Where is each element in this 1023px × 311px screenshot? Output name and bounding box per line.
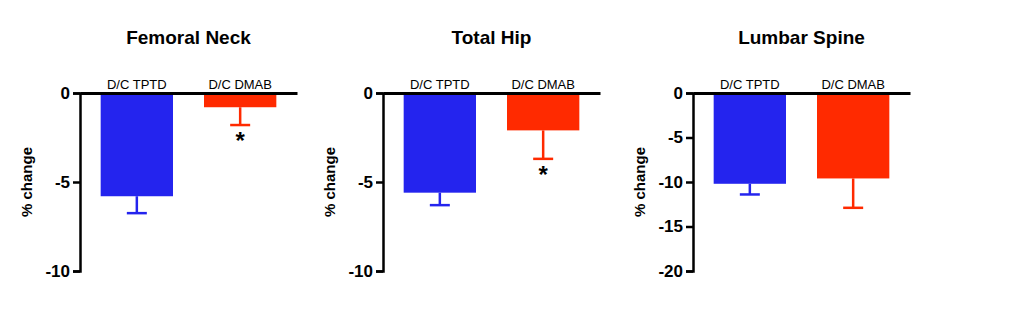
error-bar bbox=[533, 130, 553, 158]
marks bbox=[101, 93, 277, 213]
error-cap bbox=[430, 204, 450, 207]
title: Femoral Neck bbox=[126, 27, 251, 48]
error-bar bbox=[843, 178, 863, 207]
error-bar bbox=[127, 196, 147, 213]
marks bbox=[404, 93, 580, 205]
axis-line bbox=[376, 94, 384, 272]
tick-mark bbox=[686, 181, 693, 184]
tick-label: -5 bbox=[668, 128, 683, 147]
tick-label: -15 bbox=[658, 217, 683, 236]
panel: -10 -5 0 D/C TPTD D/C DMAB * bbox=[45, 77, 297, 281]
tick-label: -10 bbox=[348, 262, 373, 281]
tick: D/C TPTD bbox=[107, 77, 167, 93]
tick: -5 bbox=[668, 128, 693, 147]
error-cap bbox=[533, 158, 553, 161]
y-axis: -10 -5 0 bbox=[348, 84, 383, 281]
axis-title: % change bbox=[321, 147, 338, 217]
tick-mark bbox=[686, 92, 693, 95]
bar bbox=[101, 93, 173, 196]
tick: -10 bbox=[348, 262, 383, 281]
tick: -5 bbox=[358, 173, 383, 192]
tick: D/C DMAB bbox=[511, 77, 575, 93]
tick-label: D/C TPTD bbox=[720, 77, 780, 92]
axis-line bbox=[73, 94, 81, 272]
tick: -20 bbox=[658, 262, 693, 281]
y-axis: -10 -5 0 bbox=[45, 84, 80, 281]
tick-mark bbox=[376, 270, 383, 273]
tick-label: D/C DMAB bbox=[821, 77, 885, 92]
bar bbox=[817, 93, 889, 178]
tick-mark bbox=[376, 181, 383, 184]
error-bar bbox=[230, 107, 250, 125]
tick: -5 bbox=[55, 173, 80, 192]
tick: -15 bbox=[658, 217, 693, 236]
zero-line bbox=[694, 92, 911, 95]
bar bbox=[404, 93, 476, 193]
bar bbox=[714, 93, 786, 184]
zero-line bbox=[81, 92, 298, 95]
tick: D/C TPTD bbox=[410, 77, 470, 93]
tick-mark bbox=[73, 181, 80, 184]
tick-mark bbox=[73, 270, 80, 273]
error-stem bbox=[239, 107, 242, 125]
tick-label: -20 bbox=[658, 262, 683, 281]
tick-mark bbox=[73, 92, 80, 95]
error-stem bbox=[542, 130, 545, 158]
bar bbox=[204, 93, 276, 107]
tick: 0 bbox=[364, 84, 383, 103]
tick: D/C TPTD bbox=[720, 77, 780, 93]
tick: -10 bbox=[658, 173, 693, 192]
tick-mark bbox=[686, 137, 693, 140]
axis-title: % change bbox=[631, 147, 648, 217]
tick-label: 0 bbox=[61, 84, 70, 103]
axis-line bbox=[686, 94, 694, 272]
tick-label: 0 bbox=[364, 84, 373, 103]
error-cap bbox=[740, 193, 760, 196]
error-stem bbox=[749, 184, 752, 195]
tick: -10 bbox=[45, 262, 80, 281]
tick: 0 bbox=[674, 84, 693, 103]
x-axis: D/C TPTD D/C DMAB bbox=[694, 77, 911, 94]
annotation: * bbox=[235, 127, 245, 154]
x-axis: D/C TPTD D/C DMAB bbox=[81, 77, 298, 94]
tick-label: D/C DMAB bbox=[511, 77, 575, 92]
tick-label: -5 bbox=[358, 173, 373, 192]
tick-mark bbox=[686, 270, 693, 273]
error-bar bbox=[430, 193, 450, 205]
zero-line bbox=[384, 92, 601, 95]
bar bbox=[507, 93, 579, 130]
tick-mark bbox=[376, 92, 383, 95]
tick: 0 bbox=[61, 84, 80, 103]
panel: -20 -15 -10 -5 0 D/C TPTD D/C DMAB bbox=[658, 77, 910, 281]
tick-label: -10 bbox=[45, 262, 70, 281]
axis-title: % change bbox=[18, 147, 35, 217]
tick-label: 0 bbox=[674, 84, 683, 103]
error-stem bbox=[136, 196, 139, 213]
tick-label: D/C TPTD bbox=[107, 77, 167, 92]
error-stem bbox=[852, 178, 855, 207]
figure: -10 -5 0 D/C TPTD D/C DMAB * Femoral Neck % cha… bbox=[0, 0, 1023, 311]
marks bbox=[714, 93, 890, 208]
error-cap bbox=[230, 124, 250, 127]
tick-label: D/C TPTD bbox=[410, 77, 470, 92]
tick: D/C DMAB bbox=[208, 77, 272, 93]
error-stem bbox=[439, 193, 442, 205]
annotation: * bbox=[538, 161, 548, 188]
tick-label: D/C DMAB bbox=[208, 77, 272, 92]
title: Total Hip bbox=[452, 27, 532, 48]
x-axis: D/C TPTD D/C DMAB bbox=[384, 77, 601, 94]
tick-label: -5 bbox=[55, 173, 70, 192]
panel: -10 -5 0 D/C TPTD D/C DMAB * bbox=[348, 77, 600, 281]
tick: D/C DMAB bbox=[821, 77, 885, 93]
error-cap bbox=[843, 207, 863, 210]
tick-label: -10 bbox=[658, 173, 683, 192]
error-bar bbox=[740, 184, 760, 195]
error-cap bbox=[127, 212, 147, 215]
y-axis: -20 -15 -10 -5 0 bbox=[658, 84, 693, 281]
tick-mark bbox=[686, 226, 693, 229]
title: Lumbar Spine bbox=[738, 27, 865, 48]
